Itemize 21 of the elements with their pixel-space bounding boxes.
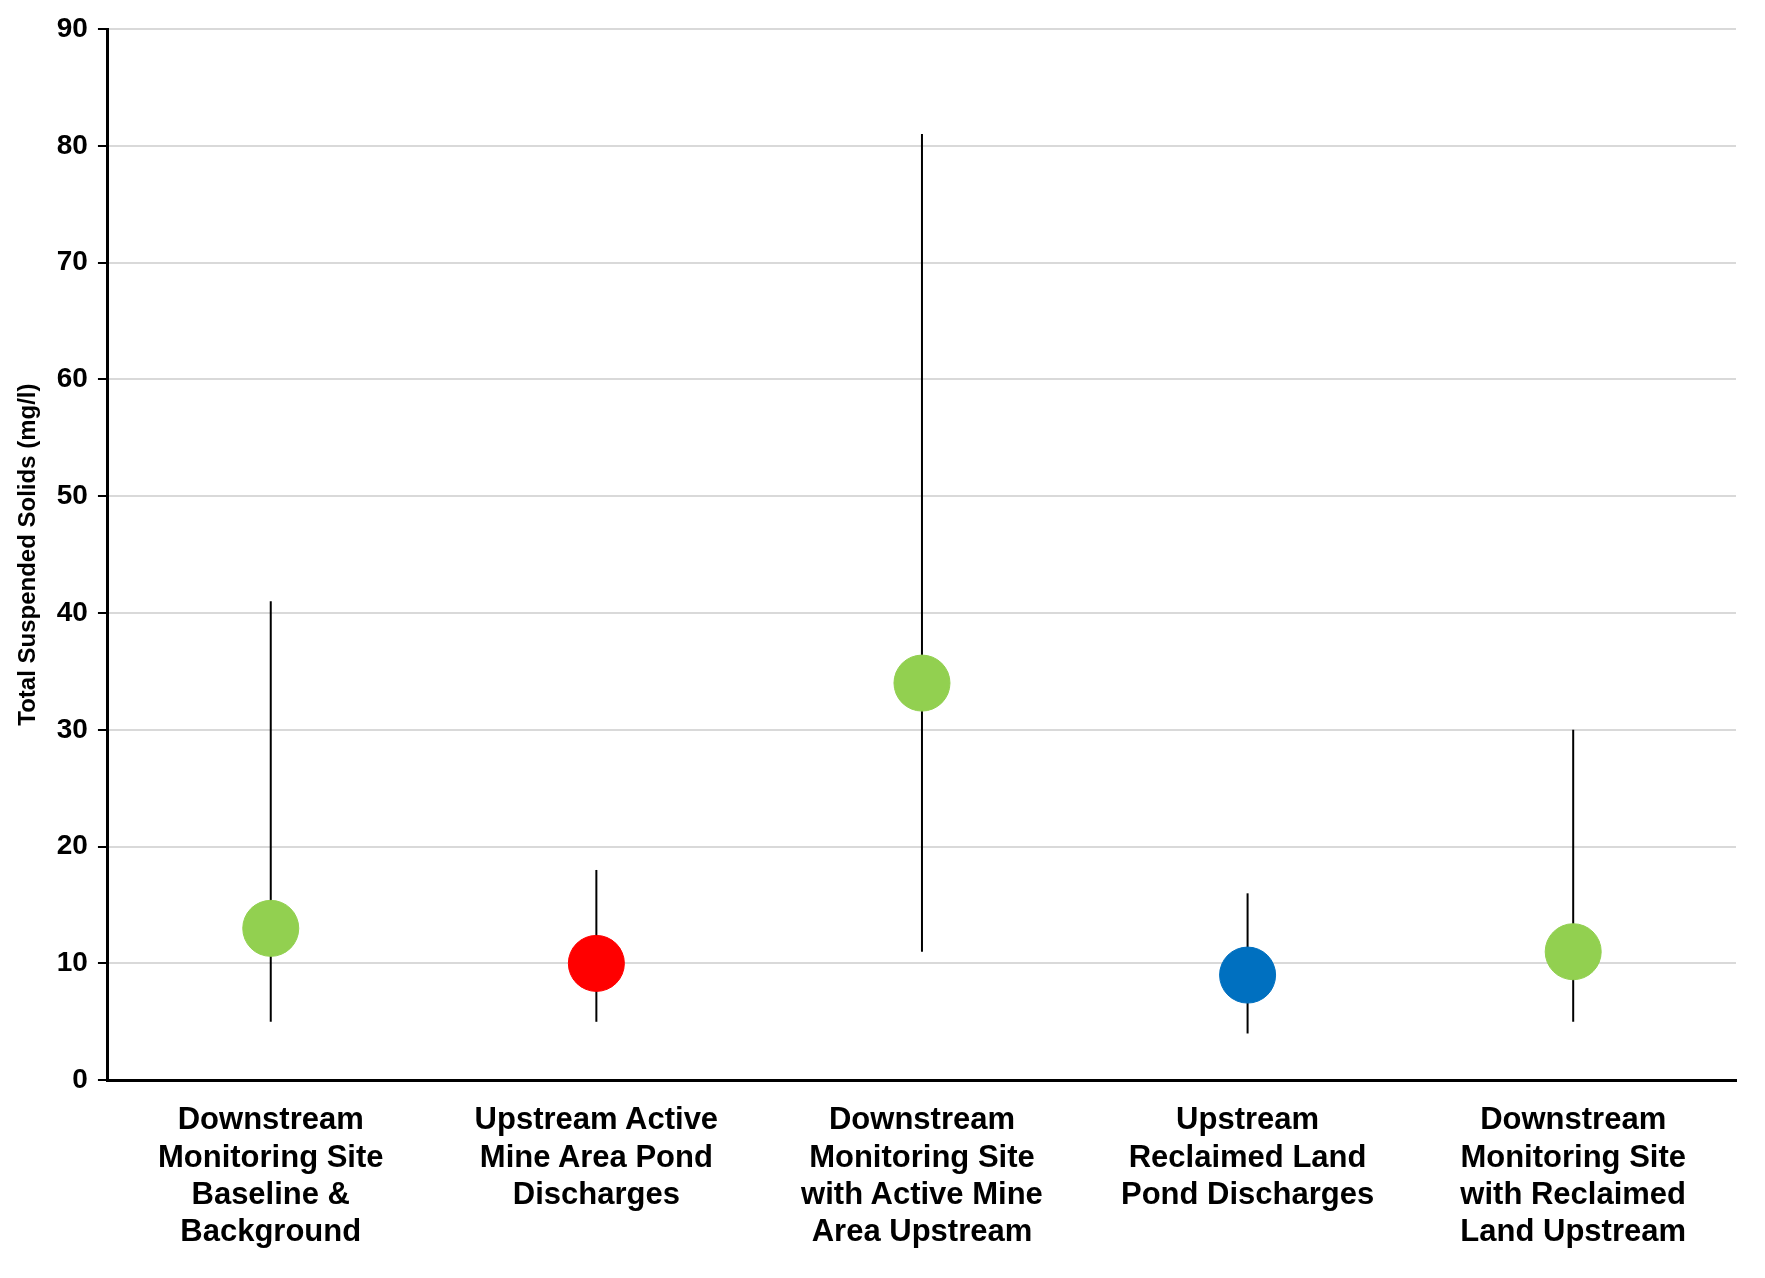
y-tick-label: 90 xyxy=(56,11,88,43)
y-tick-label: 20 xyxy=(56,829,88,861)
y-tick-label: 10 xyxy=(56,946,88,978)
y-tick-label: 60 xyxy=(56,362,88,394)
point xyxy=(893,654,951,712)
x-tick-label: Downstream Monitoring Site Baseline & Background xyxy=(157,1101,384,1248)
y-axis-title: Total Suspended Solids (mg/l) xyxy=(13,383,41,726)
point xyxy=(242,899,300,957)
y-tick-label: 0 xyxy=(72,1062,88,1094)
x-tick-label: Downstream Monitoring Site with Active Mine Area Upstream xyxy=(800,1101,1043,1248)
x-tick-label: Downstream Monitoring Site with Reclaimed Land Upstream xyxy=(1459,1101,1687,1248)
point xyxy=(1219,946,1277,1004)
point xyxy=(1544,923,1602,981)
point xyxy=(567,934,625,992)
x-tick-label: Upstream Active Mine Area Pond Discharges xyxy=(474,1101,719,1211)
y-tick-label: 50 xyxy=(56,478,88,510)
y-tick-label: 70 xyxy=(56,245,88,277)
y-tick-label: 40 xyxy=(56,595,88,627)
y-tick-label: 80 xyxy=(56,128,88,160)
y-tick-label: 30 xyxy=(56,712,88,744)
x-tick-label: Upstream Reclaimed Land Pond Discharges xyxy=(1120,1101,1375,1211)
